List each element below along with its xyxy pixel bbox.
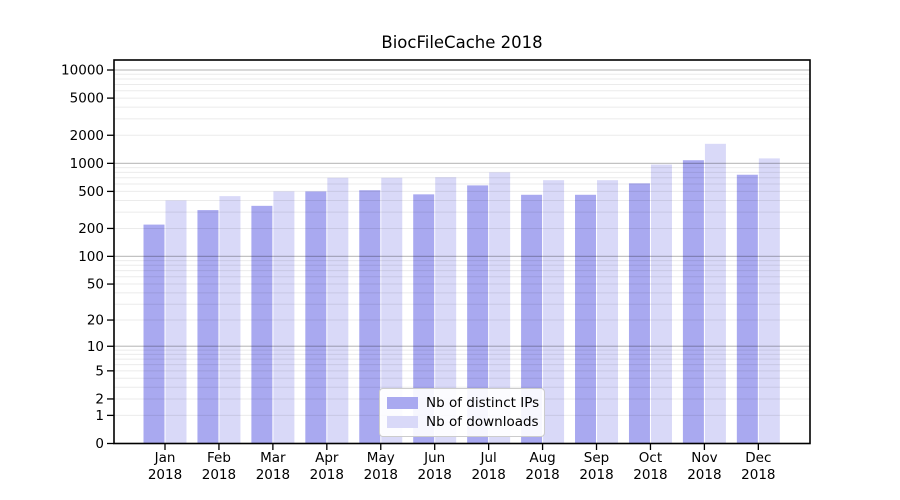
bar	[381, 177, 403, 444]
legend-swatch-distinct-ips	[387, 397, 418, 410]
y-tick-label: 5000	[70, 91, 104, 107]
x-tick-label-year: 2018	[202, 467, 236, 483]
x-tick-label-year: 2018	[741, 467, 775, 483]
bar	[736, 174, 758, 444]
bar	[165, 200, 187, 444]
bar	[682, 160, 704, 444]
bar	[359, 190, 381, 444]
y-tick-label: 2	[95, 391, 104, 407]
bar	[197, 210, 219, 444]
bar	[143, 224, 165, 444]
plot-frame	[113, 59, 811, 445]
bar	[219, 196, 241, 444]
bar	[327, 177, 349, 444]
x-tick-label-month: Apr	[315, 450, 339, 466]
legend: Nb of distinct IPs Nb of downloads	[379, 388, 545, 437]
bar	[704, 143, 726, 444]
x-tick-label-month: Jan	[154, 450, 176, 466]
bar	[251, 205, 273, 444]
x-tick-label-year: 2018	[579, 467, 613, 483]
x-tick-label-year: 2018	[633, 467, 667, 483]
x-tick-label-month: Jun	[423, 450, 445, 466]
x-tick-label-year: 2018	[310, 467, 344, 483]
bar	[413, 194, 435, 444]
y-tick-label: 20	[87, 313, 104, 329]
x-tick-label-month: Sep	[584, 450, 609, 466]
bar	[650, 164, 672, 444]
x-tick-label-month: Jul	[479, 450, 496, 466]
y-tick-label: 1000	[70, 156, 104, 172]
x-tick-label-month: Nov	[691, 450, 717, 466]
x-tick-label-year: 2018	[148, 467, 182, 483]
bar	[521, 194, 543, 444]
y-tick-label: 2000	[70, 128, 104, 144]
legend-label-downloads: Nb of downloads	[426, 413, 539, 430]
y-tick-label: 50	[87, 277, 104, 293]
x-tick-label-month: Feb	[207, 450, 231, 466]
legend-item-downloads: Nb of downloads	[387, 414, 539, 430]
legend-label-distinct-ips: Nb of distinct IPs	[426, 395, 540, 412]
x-tick-label-month: Mar	[260, 450, 286, 466]
bar	[628, 183, 650, 444]
x-tick-label-month: Dec	[745, 450, 771, 466]
y-tick-label: 10000	[61, 63, 104, 79]
legend-swatch-downloads	[387, 415, 418, 428]
x-tick-label-month: Oct	[639, 450, 662, 466]
x-tick-label-month: May	[367, 450, 395, 466]
x-tick-label-year: 2018	[364, 467, 398, 483]
y-tick-label: 5	[95, 363, 104, 379]
x-tick-label-year: 2018	[256, 467, 290, 483]
bar	[597, 180, 619, 444]
x-tick-label-year: 2018	[471, 467, 505, 483]
bar	[575, 194, 597, 444]
y-tick-label: 200	[78, 221, 104, 237]
bar	[489, 172, 511, 444]
y-tick-label: 100	[78, 249, 104, 265]
bar	[758, 158, 780, 444]
y-tick-label: 0	[95, 436, 104, 452]
bar	[305, 191, 327, 444]
bar	[467, 185, 489, 444]
x-tick-label-year: 2018	[687, 467, 721, 483]
chart-title: BiocFileCache 2018	[381, 33, 543, 52]
y-tick-label: 1	[95, 408, 104, 424]
bar	[435, 177, 457, 444]
x-tick-label-year: 2018	[525, 467, 559, 483]
legend-item-distinct-ips: Nb of distinct IPs	[387, 395, 539, 411]
y-tick-label: 500	[78, 184, 104, 200]
y-tick-label: 10	[87, 339, 104, 355]
x-tick-label-year: 2018	[418, 467, 452, 483]
bar	[273, 191, 295, 444]
x-tick-label-month: Aug	[529, 450, 555, 466]
bar	[543, 180, 565, 444]
